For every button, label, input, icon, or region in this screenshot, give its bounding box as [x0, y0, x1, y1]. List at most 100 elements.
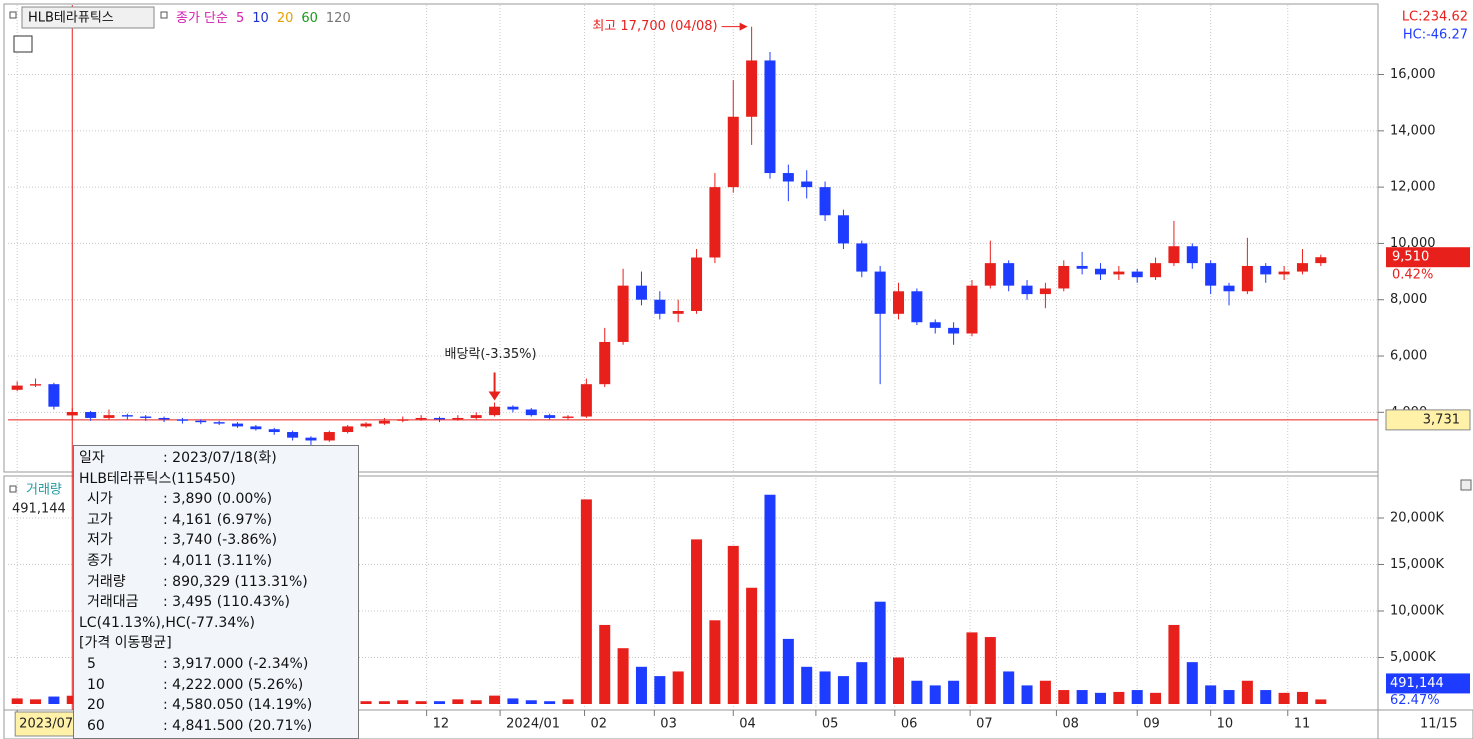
volume-bar [1315, 699, 1327, 704]
candle-body [1205, 263, 1217, 286]
candle-body [1315, 257, 1327, 264]
tooltip-value: : 890,329 (113.31%) [163, 573, 308, 590]
volume-bar [1094, 692, 1106, 704]
candle-body [507, 406, 519, 410]
candle-body [727, 116, 739, 188]
candle-body [691, 257, 703, 311]
volume-bar [452, 699, 464, 704]
tooltip-key: HLB테라퓨틱스(115450) [79, 470, 236, 487]
candle-body [195, 420, 207, 423]
volume-bar [1003, 671, 1015, 704]
legend-entry: 10 [252, 11, 269, 26]
legend-entry: 120 [326, 11, 351, 26]
legend-label: 종가 단순 [176, 11, 228, 26]
y-tick-label: 10,000K [1390, 603, 1444, 618]
y-tick-label: 6,000 [1390, 349, 1427, 364]
candle-body [746, 60, 758, 117]
candle-body [782, 173, 794, 182]
volume-bar [635, 666, 647, 704]
candle-body [268, 429, 280, 433]
volume-bar [1241, 680, 1253, 704]
volume-last-label: 491,144 [1390, 676, 1444, 691]
data-tooltip: 일자 : 2023/07/18(화) HLB테라퓨틱스(115450) 시가: 3,8… [73, 445, 359, 739]
candle-body [305, 437, 317, 441]
volume-bar [746, 587, 758, 704]
candle-body [635, 285, 647, 300]
annotation: 배당락(-3.35%) [445, 347, 537, 362]
volume-bar [580, 499, 592, 704]
volume-bar [837, 676, 849, 704]
volume-bar [1205, 685, 1217, 704]
tooltip-row: [가격 이동평균] [79, 633, 353, 654]
volume-bar [966, 632, 978, 704]
candle-body [1094, 268, 1106, 275]
volume-bar [378, 701, 390, 704]
tooltip-row: HLB테라퓨틱스(115450) [79, 469, 353, 490]
tooltip-row: 시가: 3,890 (0.00%) [79, 489, 353, 510]
chart-title[interactable]: HLB테라퓨틱스 [28, 11, 114, 26]
volume-bar [489, 695, 501, 704]
volume-bar [1186, 662, 1198, 704]
tooltip-row: 거래대금: 3,495 (110.43%) [79, 592, 353, 613]
volume-bar [1296, 691, 1308, 704]
volume-bar [709, 620, 721, 704]
volume-bar [617, 648, 629, 704]
volume-bar [525, 700, 537, 704]
candle-body [85, 412, 97, 418]
candle-body [1168, 246, 1180, 264]
candle-body [66, 412, 78, 416]
candle-body [470, 415, 482, 418]
volume-bar [562, 699, 574, 704]
tooltip-row: 10: 4,222.000 (5.26%) [79, 675, 353, 696]
tooltip-key: 일자 [79, 450, 105, 466]
y-tick-label: 10,000 [1390, 236, 1436, 251]
volume-bar [1131, 690, 1143, 704]
tooltip-key: 저가 [87, 532, 113, 549]
annotation-arrowhead [739, 22, 748, 31]
price-panel [3, 3, 1379, 473]
candle-body [213, 422, 225, 424]
y-tick-label: 5,000K [1390, 650, 1436, 665]
volume-bar [1260, 690, 1272, 704]
x-tick-label: 12 [433, 717, 450, 732]
tooltip-row: 일자 : 2023/07/18(화) [79, 448, 353, 469]
candle-body [250, 426, 262, 430]
volume-bar [544, 701, 556, 704]
volume-bar [654, 676, 666, 704]
tooltip-value: : 2023/07/18(화) [163, 450, 277, 466]
candle-body [1003, 263, 1015, 286]
x-tick-label: 2023/07 [19, 717, 73, 732]
candle-body [121, 415, 133, 417]
candle-body [984, 263, 996, 286]
candle-body [599, 341, 611, 385]
tooltip-value: : 3,917.000 (-2.34%) [163, 655, 309, 672]
volume-bar [948, 680, 960, 704]
volume-last-box [1386, 673, 1470, 694]
candle-body [1296, 263, 1308, 272]
tooltip-key: 60 [87, 717, 105, 734]
annotation: 최고 17,700 (04/08) [592, 19, 717, 34]
candle-body [966, 285, 978, 334]
volume-bar [599, 624, 611, 704]
volume-bar [1168, 624, 1180, 704]
tooltip-row: LC(41.13%),HC(-77.34%) [79, 613, 353, 634]
volume-bar [782, 638, 794, 704]
volume-bar [470, 700, 482, 704]
candle-body [1150, 263, 1162, 278]
candle-body [232, 423, 244, 427]
candle-body [415, 417, 427, 420]
tooltip-value: : 4,580.050 (14.19%) [163, 697, 313, 714]
candle-body [801, 181, 813, 188]
tooltip-row: 종가: 4,011 (3.11%) [79, 551, 353, 572]
candle-body [929, 322, 941, 328]
crosshair-price-label: 3,731 [1423, 412, 1460, 427]
volume-bar [66, 695, 78, 704]
volume-bar [1076, 690, 1088, 704]
volume-bar [672, 671, 684, 704]
y-tick-label: 8,000 [1390, 292, 1427, 307]
last-price-label: 9,510 [1392, 250, 1429, 265]
candle-body [1260, 265, 1272, 275]
x-tick-label: 06 [901, 717, 918, 732]
candle-body [323, 432, 335, 441]
annotation-arrowhead [488, 391, 501, 401]
